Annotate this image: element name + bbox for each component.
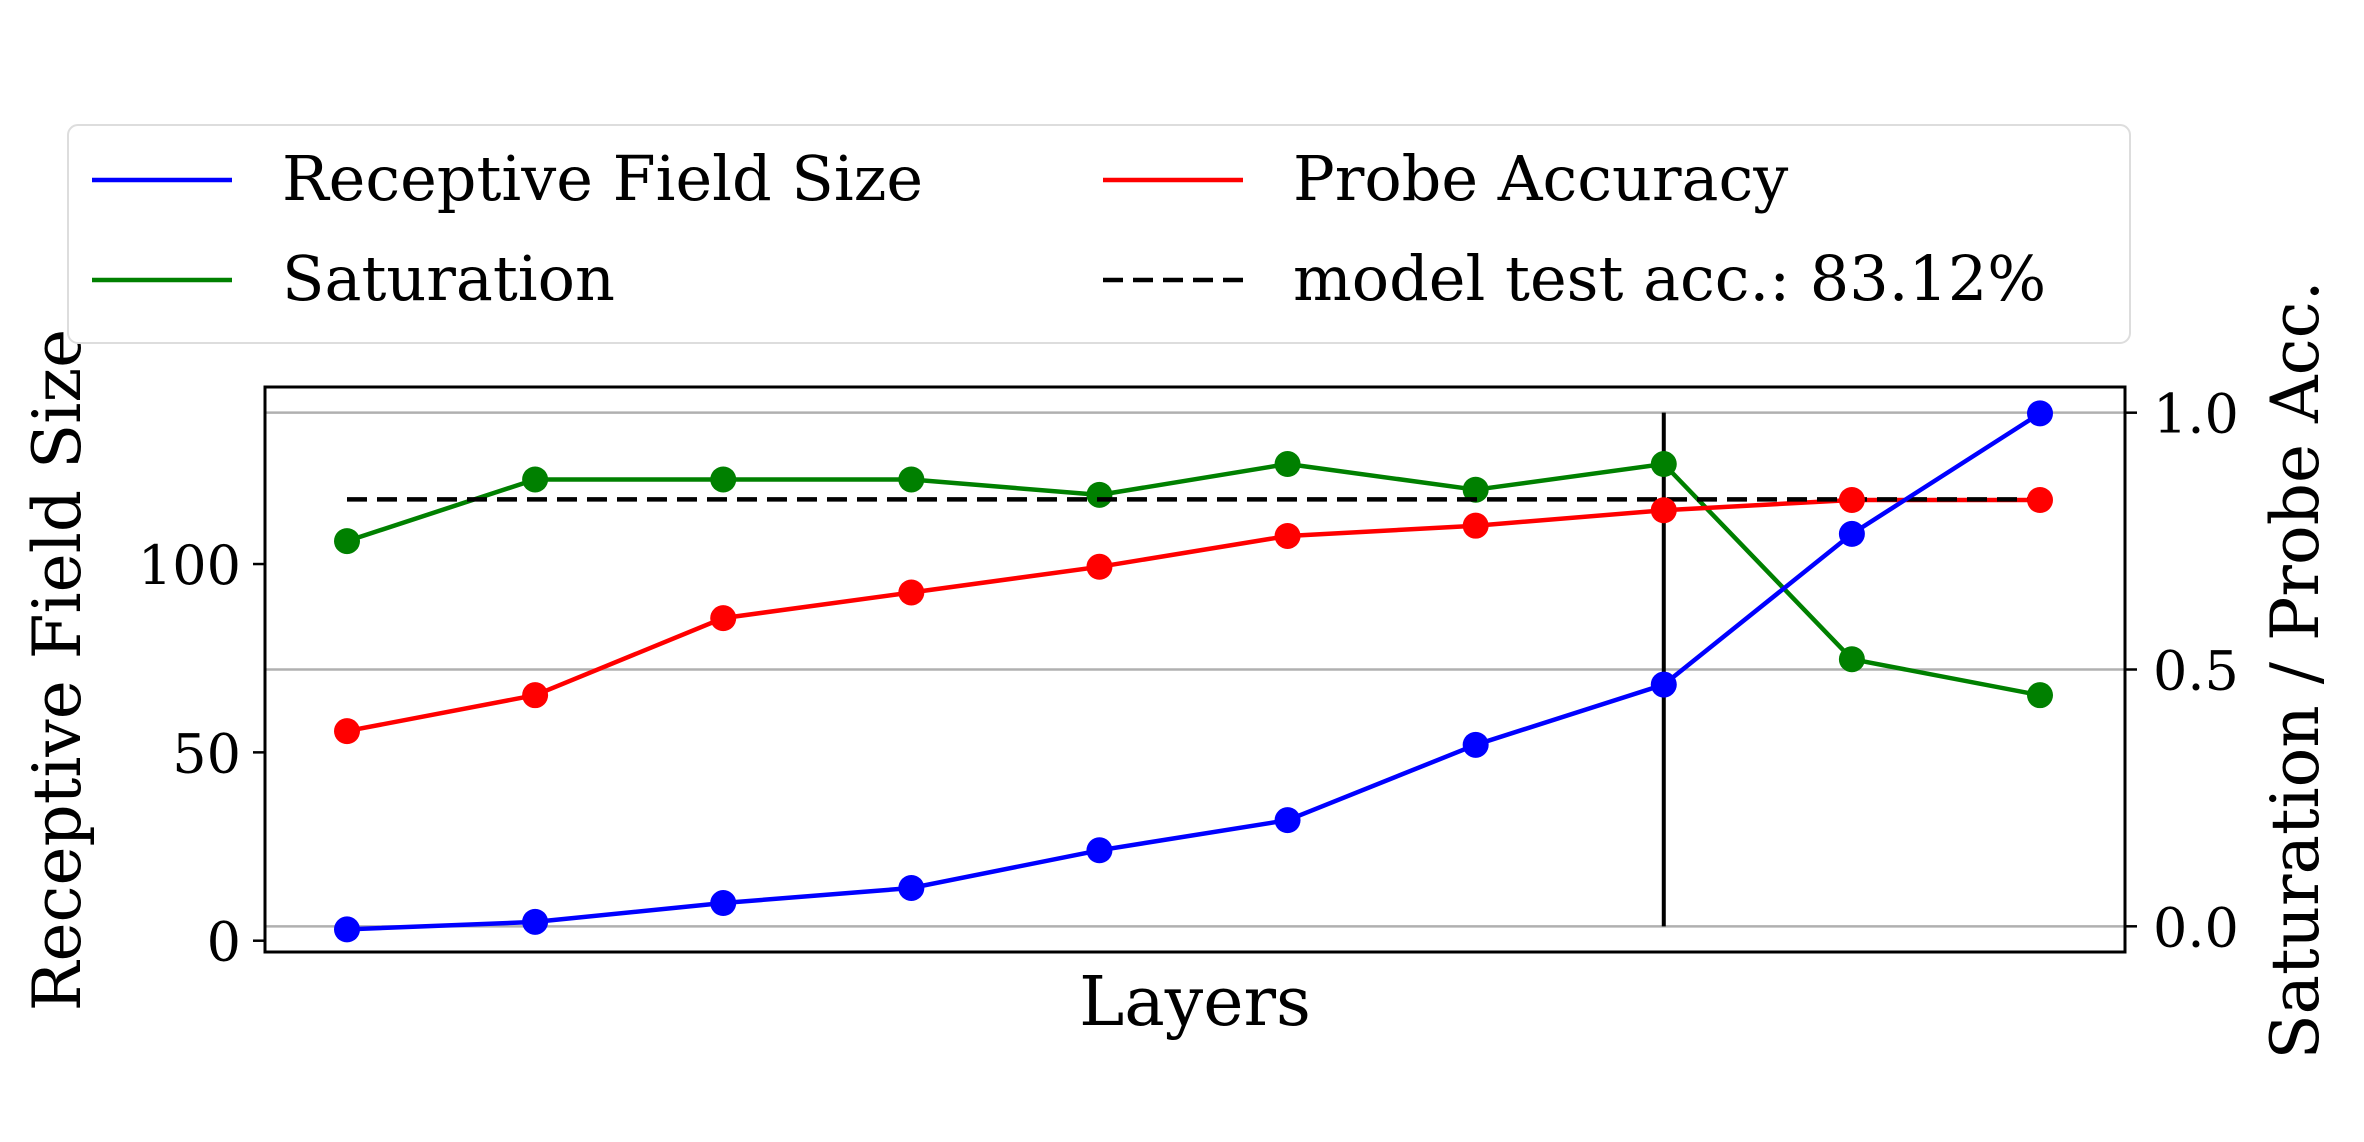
grid-lines — [265, 411, 2125, 928]
probe-accuracy-point — [1274, 522, 1301, 549]
probe-accuracy-point — [1462, 512, 1489, 539]
saturation-point — [1274, 451, 1301, 478]
receptive-field-size-point — [334, 916, 360, 943]
receptive-field-size-line — [346, 411, 2042, 932]
saturation-point — [522, 466, 549, 493]
legend-label-receptive-field: Receptive Field Size — [282, 142, 923, 215]
plot-area — [334, 400, 2053, 943]
x-axis-label: Layers — [1079, 963, 1311, 1042]
probe-accuracy-point — [334, 718, 360, 745]
right-tick-label: 0.0 — [2153, 896, 2239, 959]
saturation-point — [334, 528, 360, 555]
saturation-line — [346, 461, 2041, 698]
receptive-field-size-point — [710, 890, 737, 917]
probe-accuracy-point — [1086, 553, 1113, 580]
receptive-field-size-point — [522, 908, 549, 935]
receptive-field-size-point — [1650, 671, 1677, 698]
probe-accuracy-line — [346, 497, 2040, 734]
legend-frame — [67, 124, 2131, 344]
probe-accuracy-point — [522, 682, 549, 709]
receptive-field-size-point — [2027, 400, 2053, 427]
receptive-field-size-point — [1086, 837, 1113, 864]
receptive-field-size-point — [898, 874, 925, 901]
saturation-point — [2027, 682, 2053, 709]
saturation-point — [1462, 476, 1489, 503]
probe-accuracy-point — [2027, 487, 2053, 513]
saturation-point — [898, 466, 925, 493]
saturation-point — [1838, 646, 1865, 673]
left-tick-label: 100 — [138, 534, 241, 597]
probe-accuracy-point — [710, 605, 737, 632]
saturation-point — [1650, 451, 1677, 478]
left-tick-label: 0 — [207, 911, 241, 974]
y-axis-label-left: Receptive Field Size — [19, 329, 96, 1011]
receptive-field-size-point — [1838, 520, 1865, 547]
axis-ticks: 0.0 0.5 1.0 0 50 100 — [138, 383, 2239, 974]
y-axis-label-right: Saturation / Probe Acc. — [2257, 280, 2334, 1059]
legend-label-saturation: Saturation — [282, 242, 615, 315]
left-tick-label: 50 — [172, 722, 241, 785]
right-tick-label: 0.5 — [2153, 640, 2239, 703]
receptive-field-size-point — [1462, 731, 1489, 758]
probe-accuracy-point — [1650, 497, 1677, 524]
legend-label-probe-accuracy: Probe Accuracy — [1293, 142, 1788, 215]
legend-label-model-test-acc: model test acc.: 83.12% — [1293, 242, 2046, 315]
probe-accuracy-point — [898, 579, 925, 606]
receptive-field-size-point — [1274, 807, 1301, 834]
probe-accuracy-point — [1838, 487, 1865, 513]
saturation-point — [710, 466, 737, 493]
saturation-point — [1086, 481, 1113, 508]
right-tick-label: 1.0 — [2153, 383, 2239, 446]
legend: Receptive Field Size Probe Accuracy Satu… — [67, 124, 2131, 344]
